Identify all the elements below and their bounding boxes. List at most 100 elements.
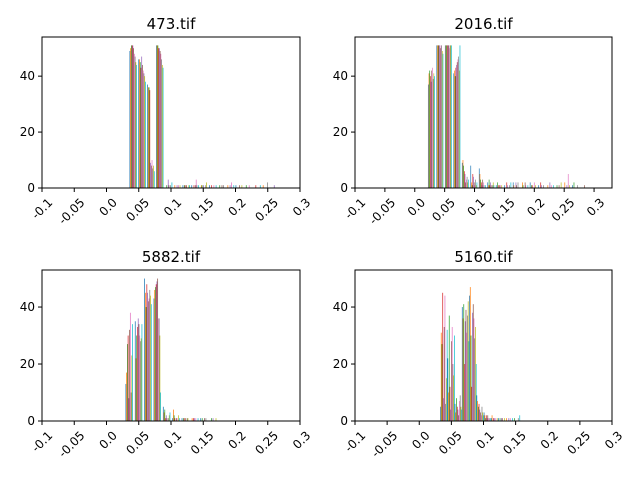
bar-bin3-s9	[459, 45, 461, 188]
bar-bin1-s3	[140, 67, 142, 188]
bar-bin8-s0	[200, 418, 202, 421]
bar-bin6-s9	[490, 418, 492, 421]
bar-bin5-s8	[475, 185, 477, 188]
bar-bin7-s8	[496, 418, 498, 421]
bar-bin8-s0	[495, 185, 497, 188]
y-tick-label: 20	[20, 357, 35, 371]
bar-bin5-s6	[474, 185, 476, 188]
bar-bin3-s3	[158, 48, 159, 188]
bar-bin5-s6	[178, 185, 179, 188]
bar-bin0-s2	[441, 344, 443, 421]
bar-bin3-s2	[157, 45, 159, 188]
bar-bin0-s4	[132, 45, 134, 188]
bar-bin7-s2	[488, 179, 490, 188]
bar-bin0-s9	[132, 324, 133, 421]
bar-bin2-s7	[149, 289, 151, 421]
bar-bin4-s7	[474, 338, 476, 421]
bar-bin1-s5	[142, 64, 143, 188]
bar-bin6-s8	[188, 185, 190, 188]
bar-bin3-s2	[454, 76, 456, 188]
subplot-title: 2016.tif	[454, 15, 513, 33]
bar-bin6-s9	[189, 185, 190, 188]
bar-bin2-s8	[450, 45, 452, 188]
bar-bin4-s3	[165, 418, 166, 421]
bar-bin3-s7	[458, 56, 459, 188]
bar-bin3-s0	[461, 307, 463, 421]
bar-bin6-s1	[479, 174, 481, 188]
bar-bin1-s2	[448, 315, 450, 421]
bar-bin0-s4	[430, 81, 432, 188]
bar-bin8-s0	[498, 418, 499, 421]
bar-bin5-s7	[481, 406, 483, 421]
bar-bin9-s6	[509, 418, 511, 421]
bar-bin16-s8	[569, 185, 570, 188]
bar-bin4-s3	[463, 171, 465, 188]
bar-bin7-s3	[489, 185, 491, 188]
bar-bin10-s0	[512, 182, 514, 188]
bar-bin17-s2	[573, 182, 575, 188]
bar-bin7-s4	[490, 182, 491, 188]
bar-bin10-s7	[517, 182, 519, 188]
bar-bin2-s6	[151, 160, 153, 188]
bar-bin16-s4	[566, 185, 568, 188]
bar-bin9-s2	[211, 418, 212, 421]
bar-bin3-s2	[155, 287, 156, 421]
bar-bin8-s4	[203, 185, 204, 188]
x-tick-label: -0.1	[29, 428, 55, 454]
bar-bin2-s2	[145, 307, 147, 421]
bar-bin2-s0	[144, 278, 145, 421]
x-tick-label: 0.25	[564, 428, 593, 457]
bar-bin13-s4	[541, 185, 542, 188]
bar-bin0-s2	[429, 70, 431, 188]
bar-bin8-s7	[205, 185, 207, 188]
x-tick-label: 0.15	[188, 428, 217, 457]
bar-bin4-s8	[475, 326, 476, 421]
bar-bin1-s8	[453, 375, 455, 421]
bar-bin5-s9	[178, 418, 180, 421]
bar-bin0-s9	[434, 76, 435, 188]
bar-bin6-s3	[183, 418, 185, 421]
bar-bin11-s9	[527, 185, 529, 188]
bar-bin3-s3	[455, 67, 457, 188]
bar-bin0-s3	[127, 335, 129, 421]
bar-bin9-s7	[509, 185, 510, 188]
x-tick-label: 0.0	[96, 195, 119, 218]
bar-bin1-s9	[442, 53, 444, 188]
bar-bin2-s9	[461, 409, 463, 421]
x-tick-label: 0.3	[290, 428, 313, 451]
x-tick-label: 0.25	[252, 428, 281, 457]
bar-bin1-s5	[451, 341, 452, 421]
bar-bin9-s6	[213, 185, 215, 188]
bar-bin7-s6	[195, 179, 197, 188]
bar-bin13-s2	[245, 185, 247, 188]
x-tick-label: 0.0	[409, 428, 432, 451]
bar-bin15-s7	[267, 182, 269, 188]
bar-bin1-s6	[440, 45, 442, 188]
x-tick-label: 0.2	[524, 195, 547, 218]
bar-bin3-s3	[155, 284, 157, 421]
bar-bin7-s0	[191, 185, 193, 188]
x-tick-label: -0.1	[342, 428, 368, 454]
bar-bin3-s2	[463, 304, 465, 421]
bar-bin12-s6	[533, 182, 535, 188]
bar-bin2-s6	[148, 298, 150, 421]
bar-bin1-s4	[439, 45, 440, 188]
x-tick-label: 0.05	[123, 428, 152, 457]
bar-bin7-s9	[493, 185, 495, 188]
bar-bin6-s7	[483, 185, 485, 188]
bar-bin7-s7	[492, 185, 493, 188]
bar-bin0-s0	[129, 50, 131, 189]
bar-bin4-s5	[168, 185, 170, 188]
bar-bin2-s4	[150, 162, 151, 188]
bar-bin0-s5	[443, 326, 445, 421]
bar-bin8-s2	[201, 418, 203, 421]
bar-bin3-s5	[157, 278, 159, 421]
bar-bin1-s4	[450, 409, 452, 421]
bar-bin3-s9	[160, 392, 161, 421]
x-tick-label: 0.2	[538, 428, 561, 451]
bar-bin7-s9	[198, 185, 199, 188]
bar-bin7-s1	[491, 415, 493, 421]
bar-bin3-s4	[456, 64, 457, 188]
bar-bin0-s1	[440, 332, 442, 421]
